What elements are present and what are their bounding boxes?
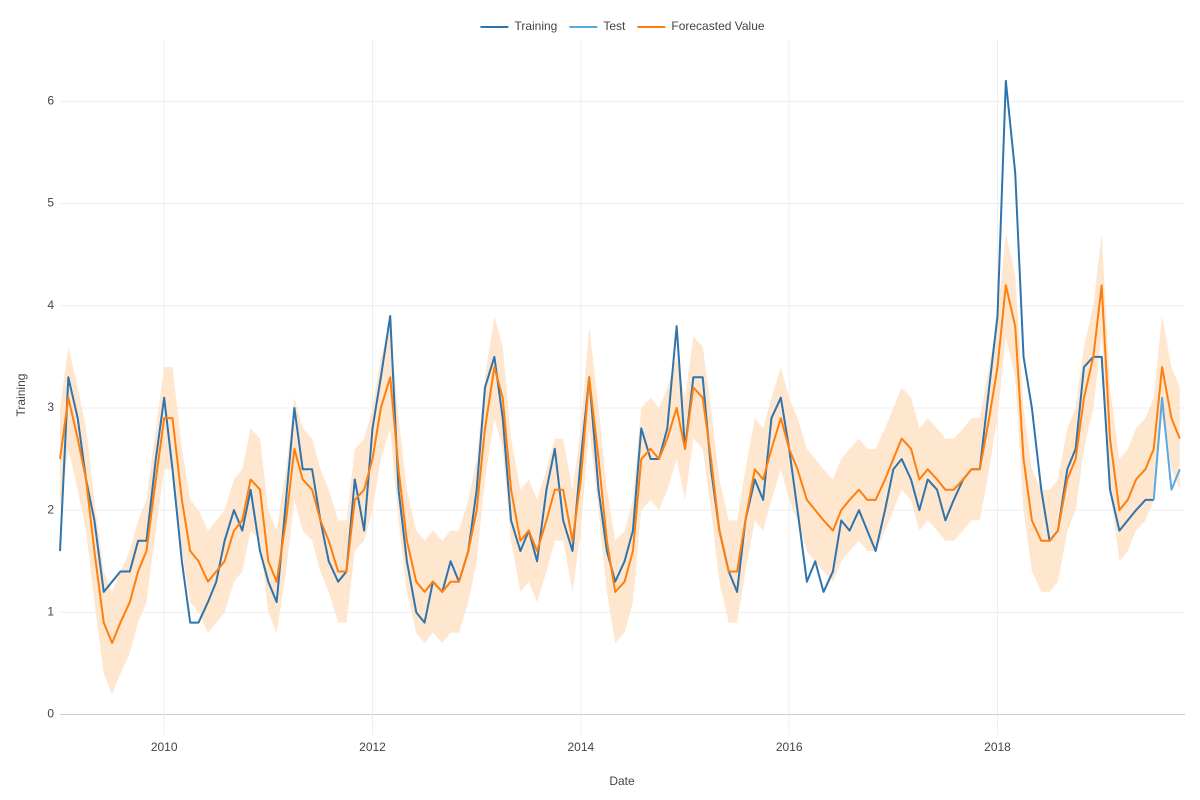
y-tick-label: 1: [47, 605, 54, 619]
x-tick-label: 2018: [984, 740, 1011, 754]
y-tick-label: 3: [47, 400, 54, 414]
y-tick-label: 6: [47, 93, 54, 107]
series-line: [1152, 396, 1181, 501]
legend-label: Test: [603, 19, 626, 33]
y-tick-label: 4: [47, 298, 54, 312]
y-tick-label: 2: [47, 502, 54, 516]
series-line: [59, 284, 1181, 645]
x-tick-label: 2010: [151, 740, 178, 754]
legend-label: Training: [514, 19, 557, 33]
y-tick-label: 0: [47, 707, 54, 721]
y-tick-label: 5: [47, 196, 54, 210]
x-tick-label: 2016: [776, 740, 803, 754]
y-axis-title: Training: [14, 374, 28, 417]
x-axis-title: Date: [609, 774, 635, 788]
legend-label: Forecasted Value: [671, 19, 764, 33]
confidence-band: [60, 234, 1180, 695]
x-tick-label: 2014: [567, 740, 594, 754]
x-tick-label: 2012: [359, 740, 386, 754]
legend: Training Test Forecasted Value: [480, 19, 765, 33]
